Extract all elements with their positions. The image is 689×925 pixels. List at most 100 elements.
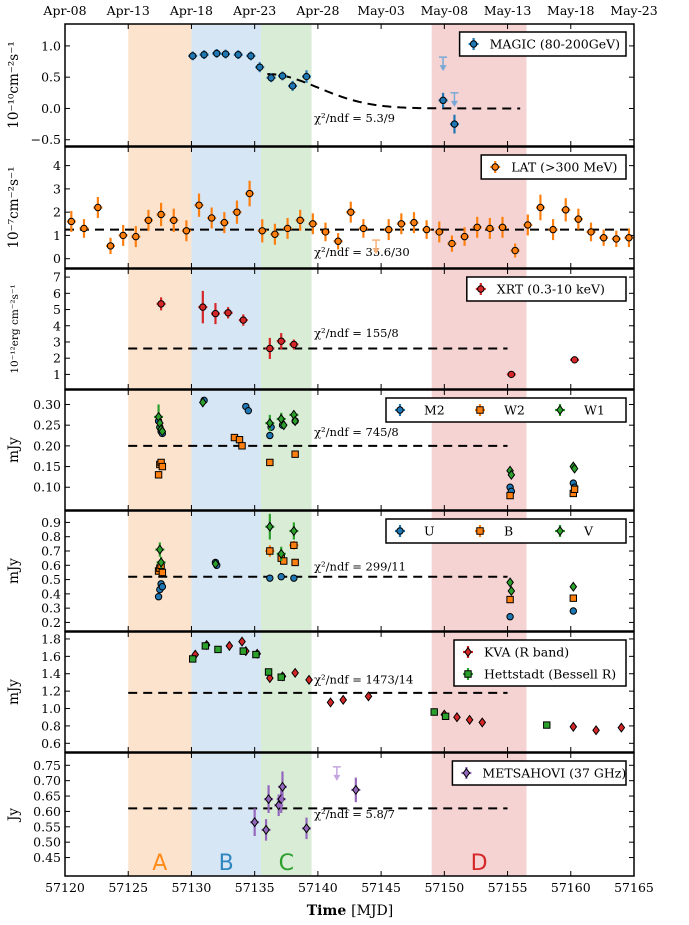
data-point [106,242,115,250]
data-point [290,525,298,537]
top-axis-label: May-23 [610,3,657,18]
data-point [199,303,207,311]
data-point [189,52,197,60]
data-point [266,344,274,353]
y-tick-label: 1 [53,228,61,243]
y-tick-label: 0.75 [33,758,61,773]
data-point [277,548,286,560]
data-point [309,220,317,228]
data-point [410,218,418,227]
data-point [302,823,311,834]
y-tick-label: 0.2 [41,615,61,630]
data-point [278,72,287,80]
data-point [543,721,551,729]
data-point [612,235,620,243]
legend-box-xrt [466,276,627,302]
y-tick-label: 0.8 [41,529,61,544]
y-tick-label: 1 [53,367,61,382]
data-point [450,120,459,128]
chi2-label-uvot_uv: χ²/ndf = 745/8 [314,425,399,439]
legend-marker [556,404,564,416]
panel-frame-lat [64,146,635,269]
y-tick-label: 0.5 [41,572,61,587]
data-point [279,420,288,431]
data-point [252,650,260,659]
y-tick-label: 1.0 [41,701,61,716]
data-point [283,224,292,233]
data-point [486,224,494,233]
data-point [213,49,221,58]
top-axis-label: Apr-23 [232,3,276,18]
period-label-C: C [279,851,294,876]
legend-marker [469,40,478,48]
y-tick-label: 1.0 [41,38,61,53]
data-point [291,450,299,458]
data-point [347,208,355,216]
y-tick-label: 0.5 [41,70,61,85]
data-point [144,216,153,224]
y-tick-label: 0.50 [33,835,61,850]
legend-marker [464,670,472,678]
y-tick-label: 1.8 [41,631,61,646]
y-tick-label: 0.55 [33,819,61,834]
data-point [326,697,335,708]
data-point [266,521,274,532]
data-point [277,413,286,425]
data-point [201,642,210,650]
data-point [244,406,253,415]
data-point [207,214,216,222]
y-tick-label: 0.3 [41,601,61,616]
data-point [569,721,578,732]
y-axis-label-metsahovi: Jy [6,808,22,823]
x-tick-label: 57145 [361,880,401,895]
data-point [238,636,246,647]
data-point [507,370,516,379]
data-point [397,220,406,228]
data-point [266,417,274,429]
data-point [221,50,230,58]
data-point [422,225,431,234]
data-point [570,356,579,364]
period-band-C [260,24,312,876]
data-point [507,469,516,480]
y-tick-label: 0.60 [33,804,61,819]
data-point [200,50,208,59]
legend-label: KVA (R band) [484,645,569,660]
x-axis-label-bold: Time [307,903,351,919]
data-point [302,72,311,81]
data-point [119,231,127,240]
data-point [592,725,600,736]
data-point [569,594,578,602]
data-point [267,74,275,82]
data-point [156,544,164,555]
data-point [384,225,393,234]
data-point [239,647,247,655]
data-point [507,585,516,597]
data-point [225,640,234,652]
data-point [238,442,246,450]
y-tick-label: 4 [53,158,61,173]
data-point [506,613,514,621]
x-axis-label-unit: [MJD] [351,903,393,919]
y-tick-label: 0.70 [33,773,61,788]
legend-marker [396,527,404,535]
y-tick-label: 4 [53,318,61,333]
data-point [154,593,163,601]
data-point [453,712,461,723]
data-point [277,337,285,345]
y-axis-label-lat: 10⁻⁷cm⁻²s⁻¹ [6,166,22,248]
period-label-B: B [219,851,234,876]
top-axis-label: Apr-28 [295,3,339,18]
data-point [189,655,197,663]
upper-limit-arrow [372,248,380,255]
data-point [291,667,299,679]
panel-frame-xrt [64,268,635,390]
y-tick-label: 0.10 [33,480,61,495]
y-axis-label-magic: 10⁻¹⁰cm⁻²s⁻¹ [6,41,22,129]
y-tick-label: 1.6 [41,649,61,664]
y-tick-label: 2 [53,351,61,366]
y-axis-label-uvot_uv: mJy [6,437,22,463]
data-point [277,673,285,681]
legend-box-lat [480,154,627,180]
data-point [290,340,298,349]
